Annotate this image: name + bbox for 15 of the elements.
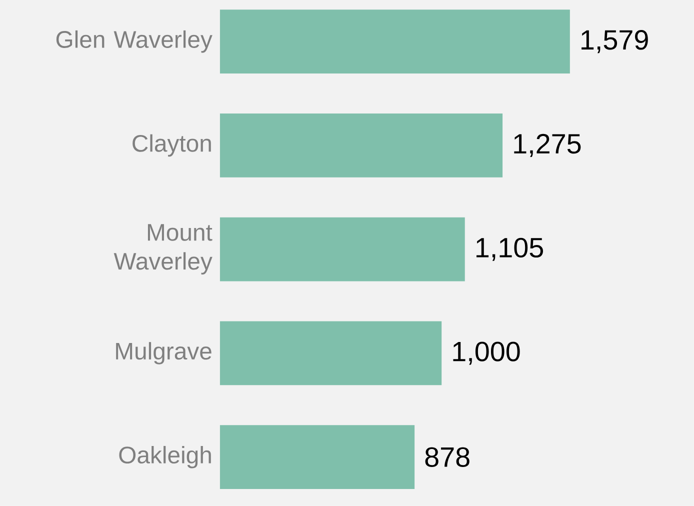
y-tick-label: Mulgrave <box>116 342 212 364</box>
data-label: 1,579 <box>582 30 648 54</box>
y-tick-label: Mount Waverley <box>114 224 212 275</box>
data-label: 1,000 <box>453 342 520 365</box>
y-tick-label: Oakleigh <box>119 446 211 468</box>
bar <box>220 10 570 74</box>
data-label: 1,105 <box>476 238 544 261</box>
data-label: 1,275 <box>514 134 581 157</box>
bar <box>220 114 503 178</box>
bar <box>220 217 465 282</box>
y-tick-label: Glen Waverley <box>56 30 212 53</box>
data-label: 878 <box>425 447 470 467</box>
y-tick-label: Clayton <box>132 134 211 157</box>
bar <box>220 425 415 490</box>
bar <box>220 321 442 386</box>
